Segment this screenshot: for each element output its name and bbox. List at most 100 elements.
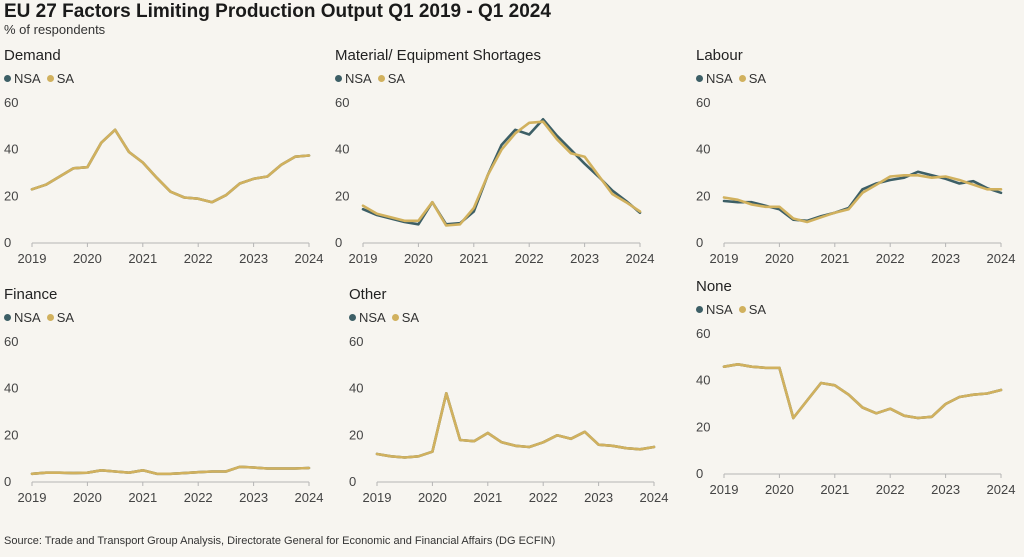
- x-tick-label: 2019: [710, 482, 739, 497]
- y-tick-label: 0: [335, 235, 342, 250]
- legend: NSA SA: [696, 302, 772, 317]
- y-tick-label: 60: [696, 95, 710, 110]
- chart-svg: 0 20 40 60 2019 2020 2021 2022 2023 2024: [4, 334, 324, 505]
- x-tick-label: 2024: [295, 490, 324, 505]
- legend: NSA SA: [4, 310, 80, 325]
- legend-item-nsa: NSA: [4, 310, 41, 325]
- y-tick-label: 40: [349, 381, 363, 396]
- y-tick-label: 0: [696, 235, 703, 250]
- plot-area: 0 20 40 60 2019 2020 2021 2022 2023 2024: [4, 334, 324, 542]
- series-line-nsa: [722, 362, 1003, 420]
- x-tick-label: 2021: [820, 482, 849, 497]
- x-tick-label: 2021: [128, 490, 157, 505]
- legend-label-nsa: NSA: [359, 310, 386, 325]
- legend-dot-icon: [696, 75, 703, 82]
- y-tick-label: 0: [349, 474, 356, 489]
- legend-dot-icon: [335, 75, 342, 82]
- y-tick-label: 20: [349, 427, 363, 442]
- legend-dot-icon: [377, 75, 385, 82]
- legend-label-nsa: NSA: [14, 310, 41, 325]
- legend: NSA SA: [349, 310, 425, 325]
- x-tick-label: 2020: [73, 251, 102, 266]
- chart-svg: 0 20 40 60 2019 2020 2021 2022 2023 2024: [696, 95, 1015, 266]
- legend: NSA SA: [335, 71, 411, 86]
- x-tick-label: 2020: [765, 251, 794, 266]
- x-tick-label: 2019: [18, 251, 47, 266]
- x-tick-label: 2021: [459, 251, 488, 266]
- x-tick-label: 2019: [710, 251, 739, 266]
- series-line-nsa: [375, 391, 656, 459]
- legend-item-nsa: NSA: [349, 310, 386, 325]
- y-tick-label: 60: [4, 334, 18, 349]
- legend-item-sa: SA: [46, 310, 75, 325]
- x-tick-label: 2020: [404, 251, 433, 266]
- panel-title: Demand: [4, 47, 61, 64]
- x-tick-label: 2022: [876, 251, 905, 266]
- series-line-sa: [375, 391, 656, 459]
- plot-area: 0 20 40 60 2019 2020 2021 2022 2023 2024: [696, 326, 1016, 534]
- legend-dot-icon: [738, 306, 746, 313]
- y-tick-label: 60: [4, 95, 18, 110]
- series-line-sa: [722, 362, 1003, 420]
- y-tick-label: 0: [696, 466, 703, 481]
- series-line-nsa: [361, 117, 642, 226]
- y-tick-label: 40: [696, 142, 710, 157]
- x-tick-label: 2021: [473, 490, 502, 505]
- x-tick-label: 2022: [529, 490, 558, 505]
- x-tick-label: 2024: [987, 482, 1016, 497]
- chart-svg: 0 20 40 60 2019 2020 2021 2022 2023 2024: [696, 326, 1016, 497]
- y-tick-label: 60: [349, 334, 363, 349]
- y-tick-label: 0: [4, 474, 11, 489]
- panel-title: None: [696, 278, 732, 295]
- chart-svg: 0 20 40 60 2019 2020 2021 2022 2023 2024: [349, 334, 669, 505]
- series-line-sa: [361, 120, 642, 227]
- legend-item-sa: SA: [46, 71, 75, 86]
- legend-item-sa: SA: [738, 302, 766, 317]
- legend-item-nsa: NSA: [4, 71, 41, 86]
- x-tick-label: 2020: [765, 482, 794, 497]
- source-note: Source: Trade and Transport Group Analys…: [4, 535, 556, 547]
- x-tick-label: 2022: [876, 482, 905, 497]
- y-tick-label: 20: [696, 188, 710, 203]
- legend-label-sa: SA: [56, 71, 75, 86]
- panel-title: Other: [349, 286, 387, 303]
- x-tick-label: 2021: [820, 251, 849, 266]
- x-tick-label: 2020: [418, 490, 447, 505]
- panel-title: Finance: [4, 286, 58, 303]
- legend-item-sa: SA: [391, 310, 420, 325]
- plot-area: 0 20 40 60 2019 2020 2021 2022 2023 2024: [4, 95, 324, 303]
- y-tick-label: 0: [4, 235, 11, 250]
- x-tick-label: 2021: [128, 251, 157, 266]
- legend-item-nsa: NSA: [335, 71, 372, 86]
- x-tick-label: 2024: [640, 490, 669, 505]
- series-line-sa: [30, 128, 311, 204]
- y-tick-label: 20: [4, 188, 18, 203]
- x-tick-label: 2023: [570, 251, 599, 266]
- legend-dot-icon: [696, 306, 703, 313]
- y-tick-label: 20: [335, 188, 349, 203]
- plot-area: 0 20 40 60 2019 2020 2021 2022 2023 2024: [696, 95, 1016, 303]
- legend-item-nsa: NSA: [696, 302, 733, 317]
- chart-svg: 0 20 40 60 2019 2020 2021 2022 2023 2024: [4, 95, 323, 266]
- legend-label-sa: SA: [56, 310, 75, 325]
- legend-dot-icon: [4, 314, 11, 321]
- y-tick-label: 60: [696, 326, 710, 341]
- legend-dot-icon: [46, 75, 54, 82]
- y-tick-label: 20: [4, 427, 18, 442]
- legend-item-nsa: NSA: [696, 71, 733, 86]
- x-tick-label: 2023: [584, 490, 613, 505]
- legend-dot-icon: [349, 314, 356, 321]
- plot-area: 0 20 40 60 2019 2020 2021 2022 2023 2024: [335, 95, 655, 303]
- legend-dot-icon: [4, 75, 11, 82]
- y-tick-label: 60: [335, 95, 349, 110]
- chart-title: EU 27 Factors Limiting Production Output…: [4, 1, 551, 22]
- y-tick-label: 20: [696, 419, 710, 434]
- legend-dot-icon: [46, 314, 54, 321]
- x-tick-label: 2022: [515, 251, 544, 266]
- legend-item-sa: SA: [377, 71, 406, 86]
- x-tick-label: 2020: [73, 490, 102, 505]
- panel-title: Material/ Equipment Shortages: [335, 47, 541, 64]
- legend-label-sa: SA: [387, 71, 406, 86]
- legend-dot-icon: [391, 314, 399, 321]
- legend-label-sa: SA: [401, 310, 420, 325]
